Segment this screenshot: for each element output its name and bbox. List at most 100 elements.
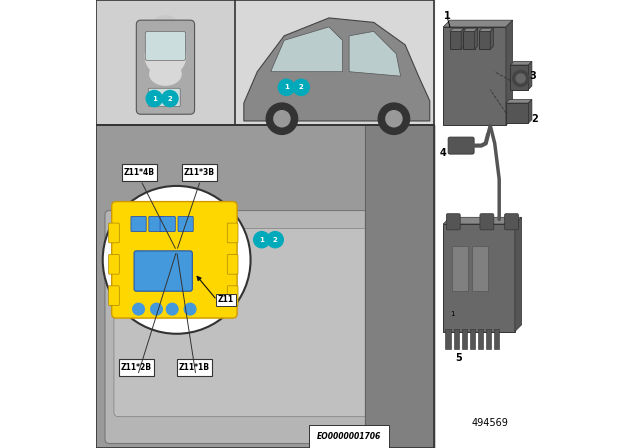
FancyBboxPatch shape [182,164,217,181]
Bar [443,224,515,332]
Text: 1: 1 [444,11,451,21]
Text: Z11: Z11 [218,295,234,304]
Text: 1: 1 [450,310,454,317]
Text: 2: 2 [273,237,278,243]
Bar [445,329,451,349]
Text: 5: 5 [456,353,462,363]
Bar [511,65,529,90]
Bar [506,103,529,123]
Polygon shape [450,28,464,31]
Circle shape [266,103,298,134]
Text: 1: 1 [259,237,264,243]
FancyBboxPatch shape [112,202,237,318]
Text: 2: 2 [168,95,172,102]
Circle shape [146,90,163,107]
Polygon shape [271,27,342,72]
FancyBboxPatch shape [145,31,186,60]
Circle shape [278,79,294,95]
Text: 4: 4 [440,148,447,158]
Bar [96,0,435,125]
Bar [461,329,467,349]
FancyBboxPatch shape [227,254,238,274]
FancyBboxPatch shape [134,251,192,291]
Text: EO0000001706: EO0000001706 [317,432,381,441]
Bar [472,246,488,291]
Bar [463,31,474,49]
Polygon shape [490,28,493,49]
Ellipse shape [139,16,192,114]
Bar [494,329,499,349]
Polygon shape [475,28,477,49]
FancyBboxPatch shape [448,137,474,154]
Polygon shape [479,28,493,31]
Bar [477,329,483,349]
Text: Z11*1B: Z11*1B [179,363,210,372]
Text: Z11*4B: Z11*4B [124,168,155,177]
Circle shape [293,79,309,95]
Circle shape [162,90,178,107]
FancyBboxPatch shape [105,211,419,444]
Bar [450,31,461,49]
Circle shape [513,70,529,86]
FancyBboxPatch shape [136,20,195,114]
Bar [96,0,235,125]
FancyBboxPatch shape [109,223,119,243]
FancyBboxPatch shape [114,228,392,417]
Bar [454,329,459,349]
Circle shape [253,232,270,248]
FancyBboxPatch shape [119,359,154,376]
Polygon shape [463,28,477,31]
Circle shape [378,103,410,134]
Polygon shape [529,99,532,123]
Polygon shape [529,61,532,90]
FancyBboxPatch shape [149,216,164,232]
Circle shape [274,111,290,127]
FancyBboxPatch shape [109,254,119,274]
FancyBboxPatch shape [227,286,238,306]
Circle shape [166,303,178,315]
Text: 2: 2 [532,114,538,124]
FancyBboxPatch shape [216,294,236,306]
Text: Z11*3B: Z11*3B [184,168,214,177]
Circle shape [386,111,402,127]
Polygon shape [461,28,464,49]
Bar [479,31,490,49]
Polygon shape [244,18,430,121]
Text: Z11*2B: Z11*2B [121,363,152,372]
FancyBboxPatch shape [148,88,180,107]
Polygon shape [349,31,401,76]
Bar [96,125,435,448]
Text: 3: 3 [529,71,536,81]
Circle shape [516,74,525,83]
Polygon shape [443,217,522,224]
Polygon shape [506,99,532,103]
FancyBboxPatch shape [480,214,494,230]
Bar [486,329,491,349]
Bar [235,0,435,125]
FancyBboxPatch shape [227,223,238,243]
Circle shape [103,186,251,334]
Bar [470,329,475,349]
FancyBboxPatch shape [178,216,193,232]
Polygon shape [515,217,522,332]
Bar [96,125,435,448]
FancyBboxPatch shape [504,214,518,230]
Bar [365,125,435,448]
Bar [452,246,468,291]
Polygon shape [506,20,513,125]
Polygon shape [443,20,513,27]
Circle shape [267,232,284,248]
Circle shape [184,303,196,315]
Bar [96,125,435,448]
FancyBboxPatch shape [177,359,212,376]
FancyBboxPatch shape [446,214,460,230]
FancyBboxPatch shape [160,216,175,232]
Text: 1: 1 [284,84,289,90]
Text: 1: 1 [152,95,157,102]
Text: 494569: 494569 [472,418,509,428]
Circle shape [132,303,145,315]
Text: 2: 2 [299,84,303,90]
Bar [365,125,435,448]
Polygon shape [511,61,532,65]
FancyBboxPatch shape [109,286,119,306]
